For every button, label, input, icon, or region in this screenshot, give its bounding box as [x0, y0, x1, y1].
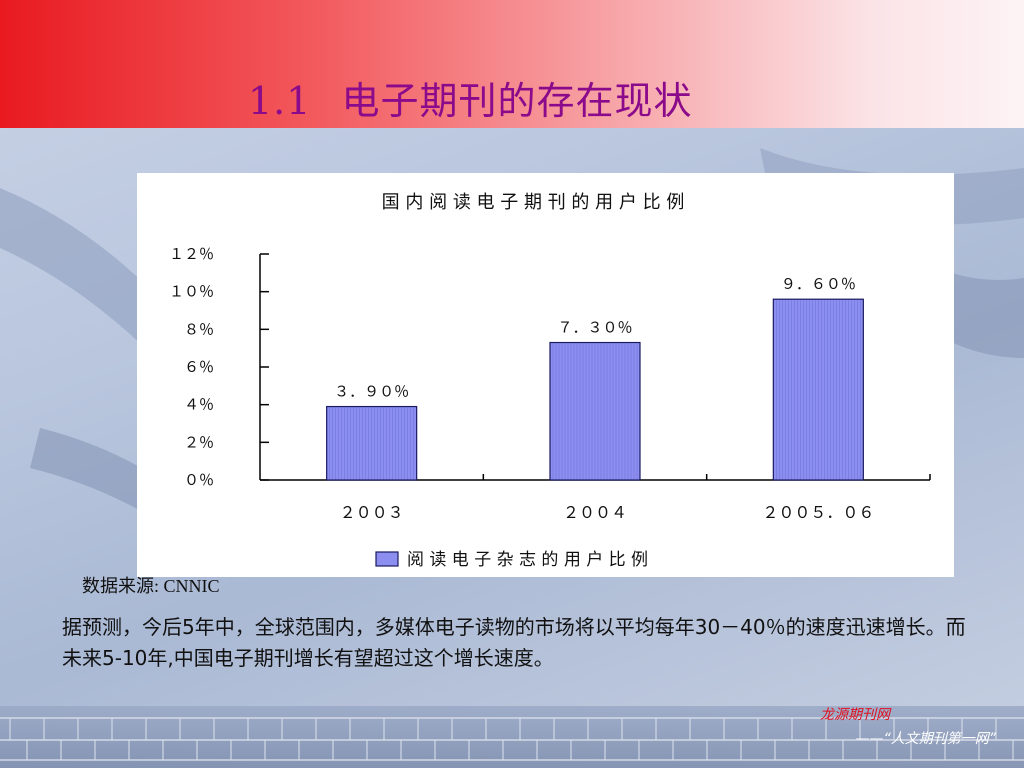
y-tick-label: ０％	[184, 471, 214, 489]
data-source-note: 数据来源: CNNIC	[82, 576, 220, 596]
title-banner	[0, 0, 1024, 128]
slide-title-text: 电子期刊的存在现状	[341, 79, 693, 123]
y-tick-label: ８％	[184, 320, 214, 338]
legend-label: 阅 读 电 子 杂 志 的 用 户 比 例	[407, 550, 648, 570]
y-tick-label: ６％	[184, 358, 214, 376]
x-tick-label: ２００４	[563, 503, 627, 522]
bar-value-label: ３．９０％	[334, 383, 409, 401]
y-tick-label: １０％	[169, 283, 214, 301]
legend-swatch	[375, 551, 399, 567]
bar-value-label: ７．３０％	[557, 319, 632, 337]
slide-title-number: 1.1	[248, 79, 312, 123]
chart-title: 国 内 阅 读 电 子 期 刊 的 用 户 比 例	[382, 192, 685, 213]
y-tick-label: １２％	[169, 245, 214, 263]
x-tick-label: ２００３	[340, 503, 404, 522]
slide-title: 1.1 电子期刊的存在现状	[248, 70, 692, 125]
y-tick-label: ２％	[184, 433, 214, 451]
bar-value-label: ９．６０％	[781, 275, 856, 293]
x-tick-label: ２００５．０６	[762, 503, 874, 522]
brand-name: 龙源期刊网	[820, 707, 890, 723]
forecast-paragraph: 据预测，今后5年中，全球范围内，多媒体电子读物的市场将以平均每年30－40％的速…	[62, 615, 966, 670]
brand-tagline: ——“人文期刊第一网”	[855, 731, 996, 747]
chart-panel: 国 内 阅 读 电 子 期 刊 的 用 户 比 例 ０％ ２％ ４％ ６％ ８％ １０％ １…	[137, 173, 954, 577]
y-tick-label: ４％	[184, 396, 214, 414]
bar-chart: 国 内 阅 读 电 子 期 刊 的 用 户 比 例 ０％ ２％ ４％ ６％ ８％ １０％ １…	[169, 192, 931, 570]
